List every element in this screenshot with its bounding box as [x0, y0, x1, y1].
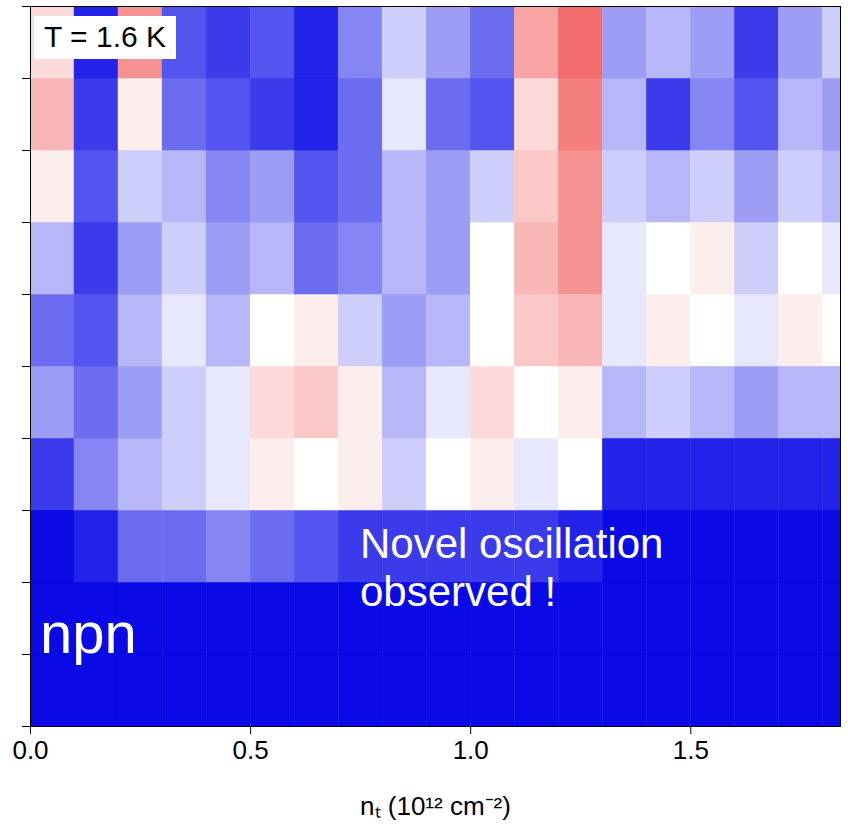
svg-text:1.5: 1.5: [673, 735, 709, 765]
svg-text:1.0: 1.0: [453, 735, 489, 765]
svg-text:0.5: 0.5: [233, 735, 269, 765]
html-text:Novel oscillation observed !: Novel oscillation observed !: [360, 520, 664, 616]
svg-text:nₜ (10¹² cm⁻²): nₜ (10¹² cm⁻²): [360, 791, 511, 821]
html-text:T = 1.6 K: T = 1.6 K: [44, 20, 166, 53]
svg-text:0.0: 0.0: [12, 735, 48, 765]
html-text:npn: npn: [40, 600, 137, 665]
